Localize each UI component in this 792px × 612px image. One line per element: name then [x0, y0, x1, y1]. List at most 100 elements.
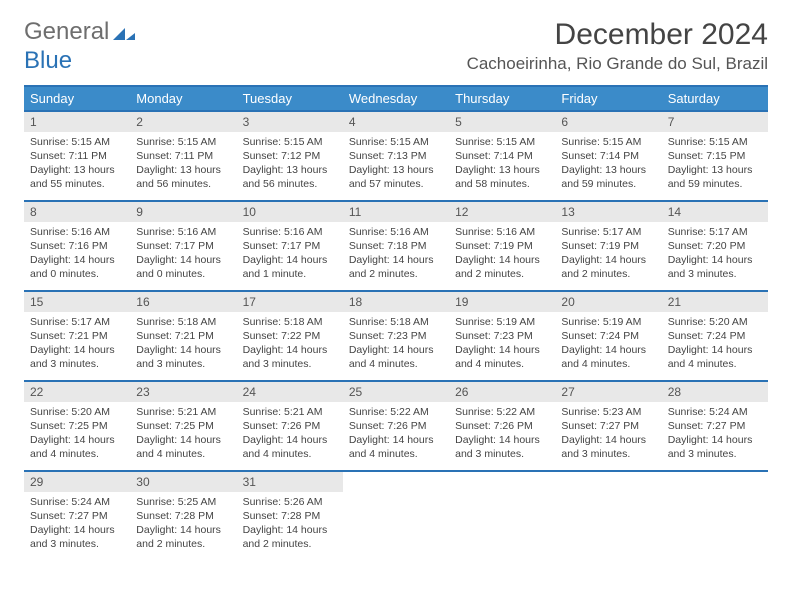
sunrise-line: Sunrise: 5:20 AM	[30, 405, 124, 419]
daylight-line: Daylight: 14 hours and 4 minutes.	[668, 343, 762, 371]
day-cell: 3Sunrise: 5:15 AMSunset: 7:12 PMDaylight…	[237, 112, 343, 200]
weekday-sunday: Sunday	[24, 87, 130, 110]
daylight-line: Daylight: 14 hours and 0 minutes.	[30, 253, 124, 281]
day-number: 20	[555, 292, 661, 312]
day-number: 9	[130, 202, 236, 222]
day-body: Sunrise: 5:15 AMSunset: 7:11 PMDaylight:…	[24, 132, 130, 198]
day-number: 26	[449, 382, 555, 402]
sunrise-line: Sunrise: 5:24 AM	[30, 495, 124, 509]
day-body: Sunrise: 5:15 AMSunset: 7:15 PMDaylight:…	[662, 132, 768, 198]
title-block: December 2024 Cachoeirinha, Rio Grande d…	[467, 18, 768, 74]
day-body: Sunrise: 5:18 AMSunset: 7:22 PMDaylight:…	[237, 312, 343, 378]
day-number: 3	[237, 112, 343, 132]
weekday-monday: Monday	[130, 87, 236, 110]
day-number: 4	[343, 112, 449, 132]
day-number: 24	[237, 382, 343, 402]
day-body: Sunrise: 5:19 AMSunset: 7:24 PMDaylight:…	[555, 312, 661, 378]
day-cell: 30Sunrise: 5:25 AMSunset: 7:28 PMDayligh…	[130, 472, 236, 560]
sunrise-line: Sunrise: 5:25 AM	[136, 495, 230, 509]
day-body: Sunrise: 5:15 AMSunset: 7:13 PMDaylight:…	[343, 132, 449, 198]
sunrise-line: Sunrise: 5:15 AM	[136, 135, 230, 149]
sunrise-line: Sunrise: 5:15 AM	[243, 135, 337, 149]
daylight-line: Daylight: 14 hours and 2 minutes.	[349, 253, 443, 281]
day-number: 11	[343, 202, 449, 222]
day-cell: 28Sunrise: 5:24 AMSunset: 7:27 PMDayligh…	[662, 382, 768, 470]
sunset-line: Sunset: 7:15 PM	[668, 149, 762, 163]
sunset-line: Sunset: 7:23 PM	[455, 329, 549, 343]
daylight-line: Daylight: 14 hours and 4 minutes.	[136, 433, 230, 461]
sunrise-line: Sunrise: 5:24 AM	[668, 405, 762, 419]
sunset-line: Sunset: 7:19 PM	[561, 239, 655, 253]
day-body: Sunrise: 5:25 AMSunset: 7:28 PMDaylight:…	[130, 492, 236, 558]
sunset-line: Sunset: 7:27 PM	[30, 509, 124, 523]
daylight-line: Daylight: 14 hours and 3 minutes.	[136, 343, 230, 371]
day-cell: 25Sunrise: 5:22 AMSunset: 7:26 PMDayligh…	[343, 382, 449, 470]
sunrise-line: Sunrise: 5:16 AM	[243, 225, 337, 239]
day-cell: 17Sunrise: 5:18 AMSunset: 7:22 PMDayligh…	[237, 292, 343, 380]
sunrise-line: Sunrise: 5:17 AM	[561, 225, 655, 239]
weekday-thursday: Thursday	[449, 87, 555, 110]
day-cell: 9Sunrise: 5:16 AMSunset: 7:17 PMDaylight…	[130, 202, 236, 290]
weekday-friday: Friday	[555, 87, 661, 110]
day-body: Sunrise: 5:20 AMSunset: 7:25 PMDaylight:…	[24, 402, 130, 468]
sunset-line: Sunset: 7:23 PM	[349, 329, 443, 343]
sunset-line: Sunset: 7:24 PM	[668, 329, 762, 343]
day-number: 31	[237, 472, 343, 492]
day-body: Sunrise: 5:16 AMSunset: 7:19 PMDaylight:…	[449, 222, 555, 288]
day-cell	[343, 472, 449, 560]
weekday-wednesday: Wednesday	[343, 87, 449, 110]
day-body: Sunrise: 5:16 AMSunset: 7:17 PMDaylight:…	[130, 222, 236, 288]
day-cell: 1Sunrise: 5:15 AMSunset: 7:11 PMDaylight…	[24, 112, 130, 200]
week-row: 1Sunrise: 5:15 AMSunset: 7:11 PMDaylight…	[24, 110, 768, 200]
sunrise-line: Sunrise: 5:19 AM	[561, 315, 655, 329]
week-row: 29 Sunrise: 5:24 AMSunset: 7:27 PM Dayligh…	[24, 470, 768, 560]
sunrise-line: Sunrise: 5:16 AM	[349, 225, 443, 239]
sunrise-line: Sunrise: 5:15 AM	[561, 135, 655, 149]
sunset-line: Sunset: 7:13 PM	[349, 149, 443, 163]
day-number: 17	[237, 292, 343, 312]
day-body: Sunrise: 5:16 AMSunset: 7:18 PMDaylight:…	[343, 222, 449, 288]
day-body: Sunrise: 5:15 AMSunset: 7:11 PMDaylight:…	[130, 132, 236, 198]
day-number: 19	[449, 292, 555, 312]
day-number: 10	[237, 202, 343, 222]
day-body: Sunrise: 5:17 AMSunset: 7:21 PMDaylight:…	[24, 312, 130, 378]
day-cell	[555, 472, 661, 560]
daylight-line: Daylight: 14 hours and 3 minutes.	[668, 433, 762, 461]
day-number: 13	[555, 202, 661, 222]
sunset-line: Sunset: 7:25 PM	[30, 419, 124, 433]
day-body: Sunrise: 5:21 AMSunset: 7:25 PMDaylight:…	[130, 402, 236, 468]
day-cell: 2Sunrise: 5:15 AMSunset: 7:11 PMDaylight…	[130, 112, 236, 200]
day-cell: 14Sunrise: 5:17 AMSunset: 7:20 PMDayligh…	[662, 202, 768, 290]
day-number: 15	[24, 292, 130, 312]
day-number: 18	[343, 292, 449, 312]
day-number: 30	[130, 472, 236, 492]
location: Cachoeirinha, Rio Grande do Sul, Brazil	[467, 54, 768, 74]
header: GeneralBlue December 2024 Cachoeirinha, …	[24, 18, 768, 75]
sunrise-line: Sunrise: 5:23 AM	[561, 405, 655, 419]
day-body: Sunrise: 5:16 AMSunset: 7:16 PMDaylight:…	[24, 222, 130, 288]
day-number: 7	[662, 112, 768, 132]
sunrise-line: Sunrise: 5:17 AM	[30, 315, 124, 329]
day-number: 14	[662, 202, 768, 222]
sunrise-line: Sunrise: 5:16 AM	[136, 225, 230, 239]
day-number: 23	[130, 382, 236, 402]
daylight-line: Daylight: 14 hours and 2 minutes.	[136, 523, 230, 551]
sunset-line: Sunset: 7:18 PM	[349, 239, 443, 253]
sunrise-line: Sunrise: 5:18 AM	[243, 315, 337, 329]
day-number: 5	[449, 112, 555, 132]
week-row: 22Sunrise: 5:20 AMSunset: 7:25 PMDayligh…	[24, 380, 768, 470]
daylight-line: Daylight: 13 hours and 57 minutes.	[349, 163, 443, 191]
sunset-line: Sunset: 7:25 PM	[136, 419, 230, 433]
daylight-line: Daylight: 14 hours and 4 minutes.	[455, 343, 549, 371]
sunrise-line: Sunrise: 5:15 AM	[668, 135, 762, 149]
day-cell: 12Sunrise: 5:16 AMSunset: 7:19 PMDayligh…	[449, 202, 555, 290]
day-cell: 7Sunrise: 5:15 AMSunset: 7:15 PMDaylight…	[662, 112, 768, 200]
day-number: 16	[130, 292, 236, 312]
day-cell	[449, 472, 555, 560]
daylight-line: Daylight: 14 hours and 3 minutes.	[455, 433, 549, 461]
day-number: 29	[24, 472, 130, 492]
daylight-line: Daylight: 14 hours and 4 minutes.	[349, 343, 443, 371]
daylight-line: Daylight: 13 hours and 58 minutes.	[455, 163, 549, 191]
daylight-line: Daylight: 13 hours and 59 minutes.	[561, 163, 655, 191]
day-cell: 29Sunrise: 5:24 AMSunset: 7:27 PMDayligh…	[24, 472, 130, 560]
